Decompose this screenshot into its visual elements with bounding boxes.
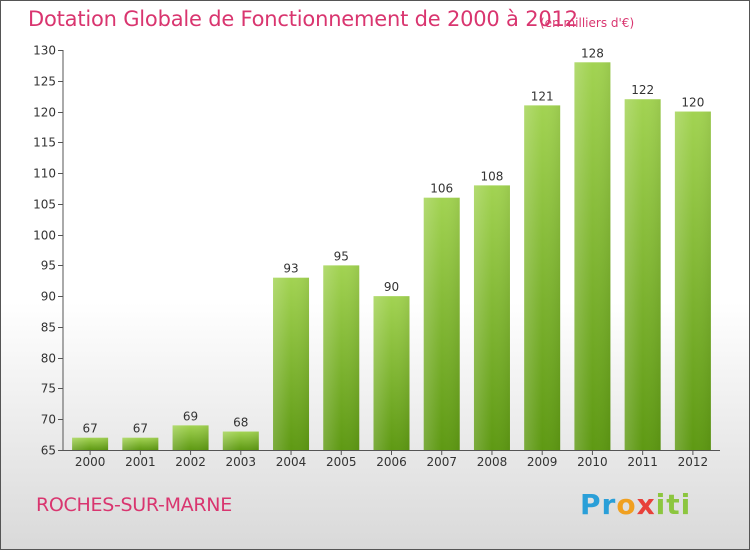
- value-label-2010: 128: [581, 46, 604, 60]
- x-tick-label: 2007: [426, 455, 457, 469]
- commune-name: ROCHES-SUR-MARNE: [36, 494, 232, 516]
- x-tick-label: 2008: [477, 455, 508, 469]
- y-tick-label: 95: [41, 259, 56, 273]
- chart-value-labels: 67 67 69 68 93 95 90 106 108 121 128 122 120: [82, 46, 704, 435]
- y-tick-label: 65: [41, 444, 56, 458]
- bar-highlight: [72, 437, 109, 450]
- x-tick-label: 2010: [577, 455, 608, 469]
- x-tick-label: 2002: [175, 455, 206, 469]
- value-label-2008: 108: [481, 169, 504, 183]
- value-label-2012: 120: [681, 96, 704, 110]
- proxiti-logo: Proxiti: [580, 488, 692, 521]
- chart-bars: [72, 62, 711, 451]
- value-label-2011: 122: [631, 83, 654, 97]
- value-label-2003: 68: [233, 416, 248, 430]
- bar-highlight: [172, 425, 209, 450]
- bar-highlight: [574, 62, 611, 451]
- bar-highlight: [473, 185, 510, 450]
- x-tick-label: 2004: [276, 455, 307, 469]
- value-label-2004: 93: [283, 262, 298, 276]
- y-tick-label: 100: [33, 229, 56, 243]
- value-label-2001: 67: [133, 422, 148, 436]
- y-tick-label: 110: [33, 167, 56, 181]
- x-tick-label: 2001: [125, 455, 156, 469]
- value-label-2005: 95: [334, 249, 349, 263]
- x-tick-label: 2011: [627, 455, 658, 469]
- value-label-2000: 67: [82, 422, 97, 436]
- x-tick-label: 2003: [226, 455, 257, 469]
- y-tick-label: 115: [33, 136, 56, 150]
- value-label-2006: 90: [384, 280, 399, 294]
- y-tick-label: 125: [33, 75, 56, 89]
- x-tick-label: 2009: [527, 455, 558, 469]
- x-tick-label: 2005: [326, 455, 357, 469]
- value-label-2002: 69: [183, 409, 198, 423]
- y-tick-label: 105: [33, 198, 56, 212]
- y-tick-label: 80: [41, 352, 56, 366]
- y-tick-label: 130: [33, 44, 56, 58]
- y-tick-label: 90: [41, 290, 56, 304]
- bar-highlight: [273, 277, 310, 450]
- y-tick-label: 70: [41, 413, 56, 427]
- bar-highlight: [423, 197, 460, 450]
- value-label-2009: 121: [531, 89, 554, 103]
- x-tick-label: 2006: [376, 455, 407, 469]
- bar-highlight: [674, 111, 711, 451]
- x-tick-label: 2012: [678, 455, 709, 469]
- y-tick-label: 120: [33, 106, 56, 120]
- chart-axes: 65 70 75 80 85 90 95 100 105 110 115 120 125 130 2000 2…: [33, 44, 720, 469]
- bar-highlight: [222, 431, 259, 450]
- x-tick-label: 2000: [75, 455, 106, 469]
- value-label-2007: 106: [430, 182, 453, 196]
- bar-highlight: [373, 296, 410, 450]
- chart-title: Dotation Globale de Fonctionnement de 20…: [28, 7, 578, 31]
- y-tick-label: 85: [41, 321, 56, 335]
- bar-highlight: [624, 99, 661, 450]
- bar-highlight: [323, 265, 360, 450]
- bar-highlight: [524, 105, 561, 450]
- chart-subtitle: (en milliers d'€): [540, 16, 635, 30]
- y-tick-label: 75: [41, 382, 56, 396]
- bar-highlight: [122, 437, 159, 450]
